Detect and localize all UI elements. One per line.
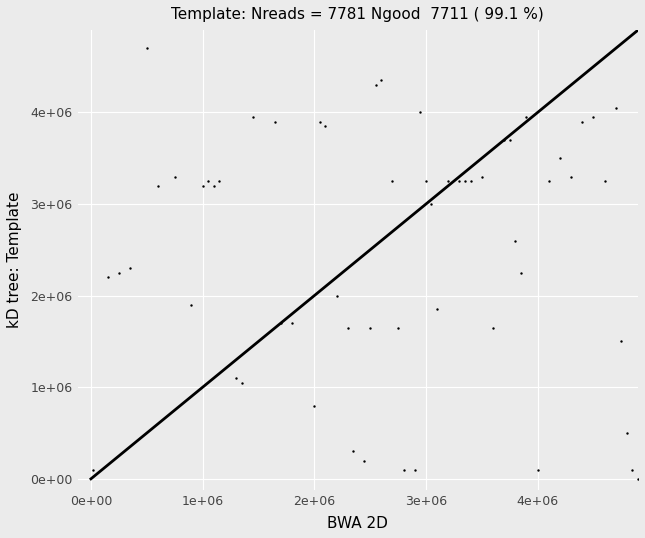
Point <box>370 81 381 89</box>
Point <box>532 465 542 474</box>
Point <box>365 323 375 332</box>
Point <box>504 136 515 144</box>
Point <box>125 264 135 273</box>
Point <box>275 319 286 328</box>
Point <box>544 177 554 186</box>
Point <box>588 113 599 122</box>
Point <box>315 117 325 126</box>
Title: Template: Nreads = 7781 Ngood  7711 ( 99.1 %): Template: Nreads = 7781 Ngood 7711 ( 99.… <box>172 7 544 22</box>
Point <box>376 76 386 85</box>
Point <box>415 108 426 117</box>
Point <box>399 465 409 474</box>
Point <box>477 172 487 181</box>
Point <box>443 177 453 186</box>
Point <box>287 319 297 328</box>
Point <box>460 177 470 186</box>
Point <box>321 122 331 131</box>
Point <box>426 200 437 208</box>
Point <box>577 117 588 126</box>
Point <box>387 177 397 186</box>
Point <box>197 181 208 190</box>
Point <box>170 172 180 181</box>
Point <box>466 177 476 186</box>
Point <box>421 177 431 186</box>
Y-axis label: kD tree: Template: kD tree: Template <box>7 192 22 328</box>
Point <box>628 465 638 474</box>
Point <box>521 113 531 122</box>
Point <box>153 181 163 190</box>
Point <box>237 378 247 387</box>
Point <box>555 154 565 162</box>
Point <box>488 323 498 332</box>
Point <box>142 44 152 53</box>
Point <box>599 177 610 186</box>
Point <box>270 117 281 126</box>
Point <box>332 292 342 300</box>
Point <box>203 177 213 186</box>
Point <box>359 456 370 465</box>
Point <box>633 475 643 483</box>
Point <box>616 337 626 346</box>
Point <box>186 301 197 309</box>
Point <box>499 136 509 144</box>
Point <box>393 323 403 332</box>
Point <box>348 447 359 456</box>
Point <box>566 172 576 181</box>
X-axis label: BWA 2D: BWA 2D <box>328 516 388 531</box>
Point <box>114 268 124 277</box>
Point <box>248 113 258 122</box>
Point <box>342 323 353 332</box>
Point <box>510 236 521 245</box>
Point <box>622 429 632 437</box>
Point <box>432 305 442 314</box>
Point <box>214 177 224 186</box>
Point <box>611 104 621 112</box>
Point <box>231 374 241 383</box>
Point <box>410 465 420 474</box>
Point <box>88 465 98 474</box>
Point <box>454 177 464 186</box>
Point <box>309 401 319 410</box>
Point <box>208 181 219 190</box>
Point <box>515 268 526 277</box>
Point <box>103 273 113 282</box>
